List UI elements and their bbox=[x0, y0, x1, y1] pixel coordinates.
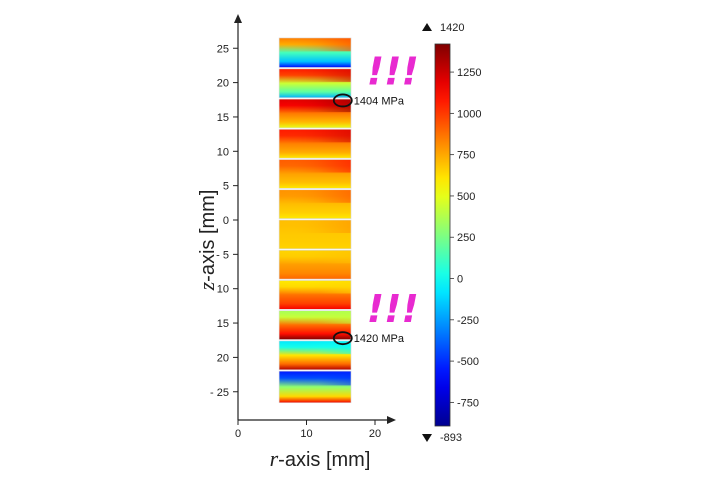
annotations: 1404 MPa 1420 MPa bbox=[332, 93, 405, 346]
segment-outer-highlight bbox=[279, 310, 352, 324]
colorbar-tick-label: -250 bbox=[457, 315, 479, 327]
y-axis-label-text: -axis [mm] bbox=[197, 190, 219, 282]
segment-outer-highlight bbox=[279, 250, 352, 264]
colorbar: 1250 1000 750 500 250 0 -250 -500 -750 1420 -893 bbox=[422, 22, 481, 444]
colorbar-ticks: 1250 1000 750 500 250 0 -250 -500 -750 bbox=[450, 67, 481, 409]
stress-segment bbox=[278, 219, 352, 250]
segment-outer-highlight bbox=[279, 37, 352, 52]
x-axis-variable: r bbox=[270, 446, 279, 471]
stress-segment bbox=[278, 249, 352, 280]
x-tick-label: 20 bbox=[369, 428, 381, 440]
stress-segment bbox=[278, 98, 352, 129]
y-ticks: 25 20 15 10 5 0 - 5 10 15 20 - 25 bbox=[210, 43, 238, 399]
segment-outline bbox=[278, 98, 352, 129]
stress-segments bbox=[278, 37, 352, 404]
emphasis-mark: !!! bbox=[367, 287, 419, 331]
stress-segment bbox=[278, 159, 352, 189]
colorbar-tick-label: 750 bbox=[457, 150, 475, 162]
colorbar-min-arrow bbox=[422, 434, 432, 442]
stress-segment bbox=[278, 68, 352, 99]
peak-marker-ellipse bbox=[332, 93, 353, 108]
y-tick-label: 5 bbox=[223, 181, 229, 193]
segment-outline bbox=[278, 68, 352, 99]
segment-outer-highlight bbox=[279, 68, 352, 82]
segment-outline bbox=[278, 340, 352, 371]
segment-outline bbox=[278, 159, 352, 189]
y-tick-label: 10 bbox=[217, 284, 229, 296]
colorbar-tick-label: -750 bbox=[457, 397, 479, 409]
y-tick-label: 25 bbox=[217, 43, 229, 55]
colorbar-tick-label: 500 bbox=[457, 191, 475, 203]
stress-segment bbox=[278, 340, 352, 371]
colorbar-min-label: -893 bbox=[440, 432, 462, 444]
x-tick-label: 0 bbox=[235, 428, 241, 440]
y-tick-label: 20 bbox=[217, 78, 229, 90]
axes bbox=[234, 14, 396, 424]
segment-outline bbox=[278, 37, 352, 68]
segment-outer-highlight bbox=[279, 340, 352, 354]
x-axis-arrow bbox=[387, 416, 396, 424]
colorbar-max-arrow bbox=[422, 23, 432, 31]
segment-outer-highlight bbox=[279, 129, 352, 143]
segment-outer-highlight bbox=[279, 280, 352, 294]
peak-stress-label: 1420 MPa bbox=[354, 333, 405, 345]
x-axis-label: r-axis [mm] bbox=[270, 446, 371, 471]
colorbar-max-label: 1420 bbox=[440, 22, 464, 34]
colorbar-tick-label: 250 bbox=[457, 232, 475, 244]
y-tick-label: 15 bbox=[217, 112, 229, 124]
y-tick-label: 20 bbox=[217, 352, 229, 364]
y-tick-label: - 25 bbox=[210, 387, 229, 399]
stress-segment bbox=[278, 280, 352, 310]
peak-stress-label: 1404 MPa bbox=[354, 95, 405, 107]
colorbar-tick-label: 1000 bbox=[457, 108, 481, 120]
stress-segment bbox=[278, 129, 352, 159]
segment-outline bbox=[278, 310, 352, 340]
segment-outline bbox=[278, 280, 352, 310]
peak-marker-ellipse bbox=[332, 331, 353, 346]
colorbar-tick-label: -500 bbox=[457, 356, 479, 368]
x-ticks: 0 10 20 bbox=[235, 420, 381, 440]
segment-outline bbox=[278, 370, 352, 404]
segment-outer-highlight bbox=[279, 99, 352, 113]
x-tick-label: 10 bbox=[300, 428, 312, 440]
y-axis-variable: z bbox=[194, 281, 219, 291]
y-axis-label: z-axis [mm] bbox=[194, 190, 219, 292]
segment-outer-highlight bbox=[279, 220, 352, 233]
segment-outline bbox=[278, 189, 352, 219]
emphasis-marks: !!!!!! bbox=[367, 49, 419, 331]
segment-outer-highlight bbox=[279, 189, 352, 203]
peak-stress-annotation: 1404 MPa bbox=[332, 93, 405, 108]
peak-stress-annotation: 1420 MPa bbox=[332, 331, 405, 346]
segment-outline bbox=[278, 249, 352, 280]
segment-outline bbox=[278, 219, 352, 250]
segment-outer-highlight bbox=[279, 371, 352, 386]
y-tick-label: 10 bbox=[217, 146, 229, 158]
stress-segment bbox=[278, 189, 352, 219]
segment-outer-highlight bbox=[279, 159, 352, 173]
y-tick-label: - 5 bbox=[216, 249, 229, 261]
y-axis-arrow bbox=[234, 14, 242, 23]
stress-segment bbox=[278, 37, 352, 68]
stress-segment bbox=[278, 310, 352, 340]
colorbar-gradient bbox=[434, 43, 451, 427]
colorbar-tick-label: 1250 bbox=[457, 67, 481, 79]
y-tick-label: 0 bbox=[223, 215, 229, 227]
stress-segment bbox=[278, 370, 352, 404]
y-tick-label: 15 bbox=[217, 318, 229, 330]
segment-outline bbox=[278, 129, 352, 159]
emphasis-mark: !!! bbox=[367, 49, 419, 93]
colorbar-tick-label: 0 bbox=[457, 274, 463, 286]
x-axis-label-text: -axis [mm] bbox=[278, 449, 370, 471]
